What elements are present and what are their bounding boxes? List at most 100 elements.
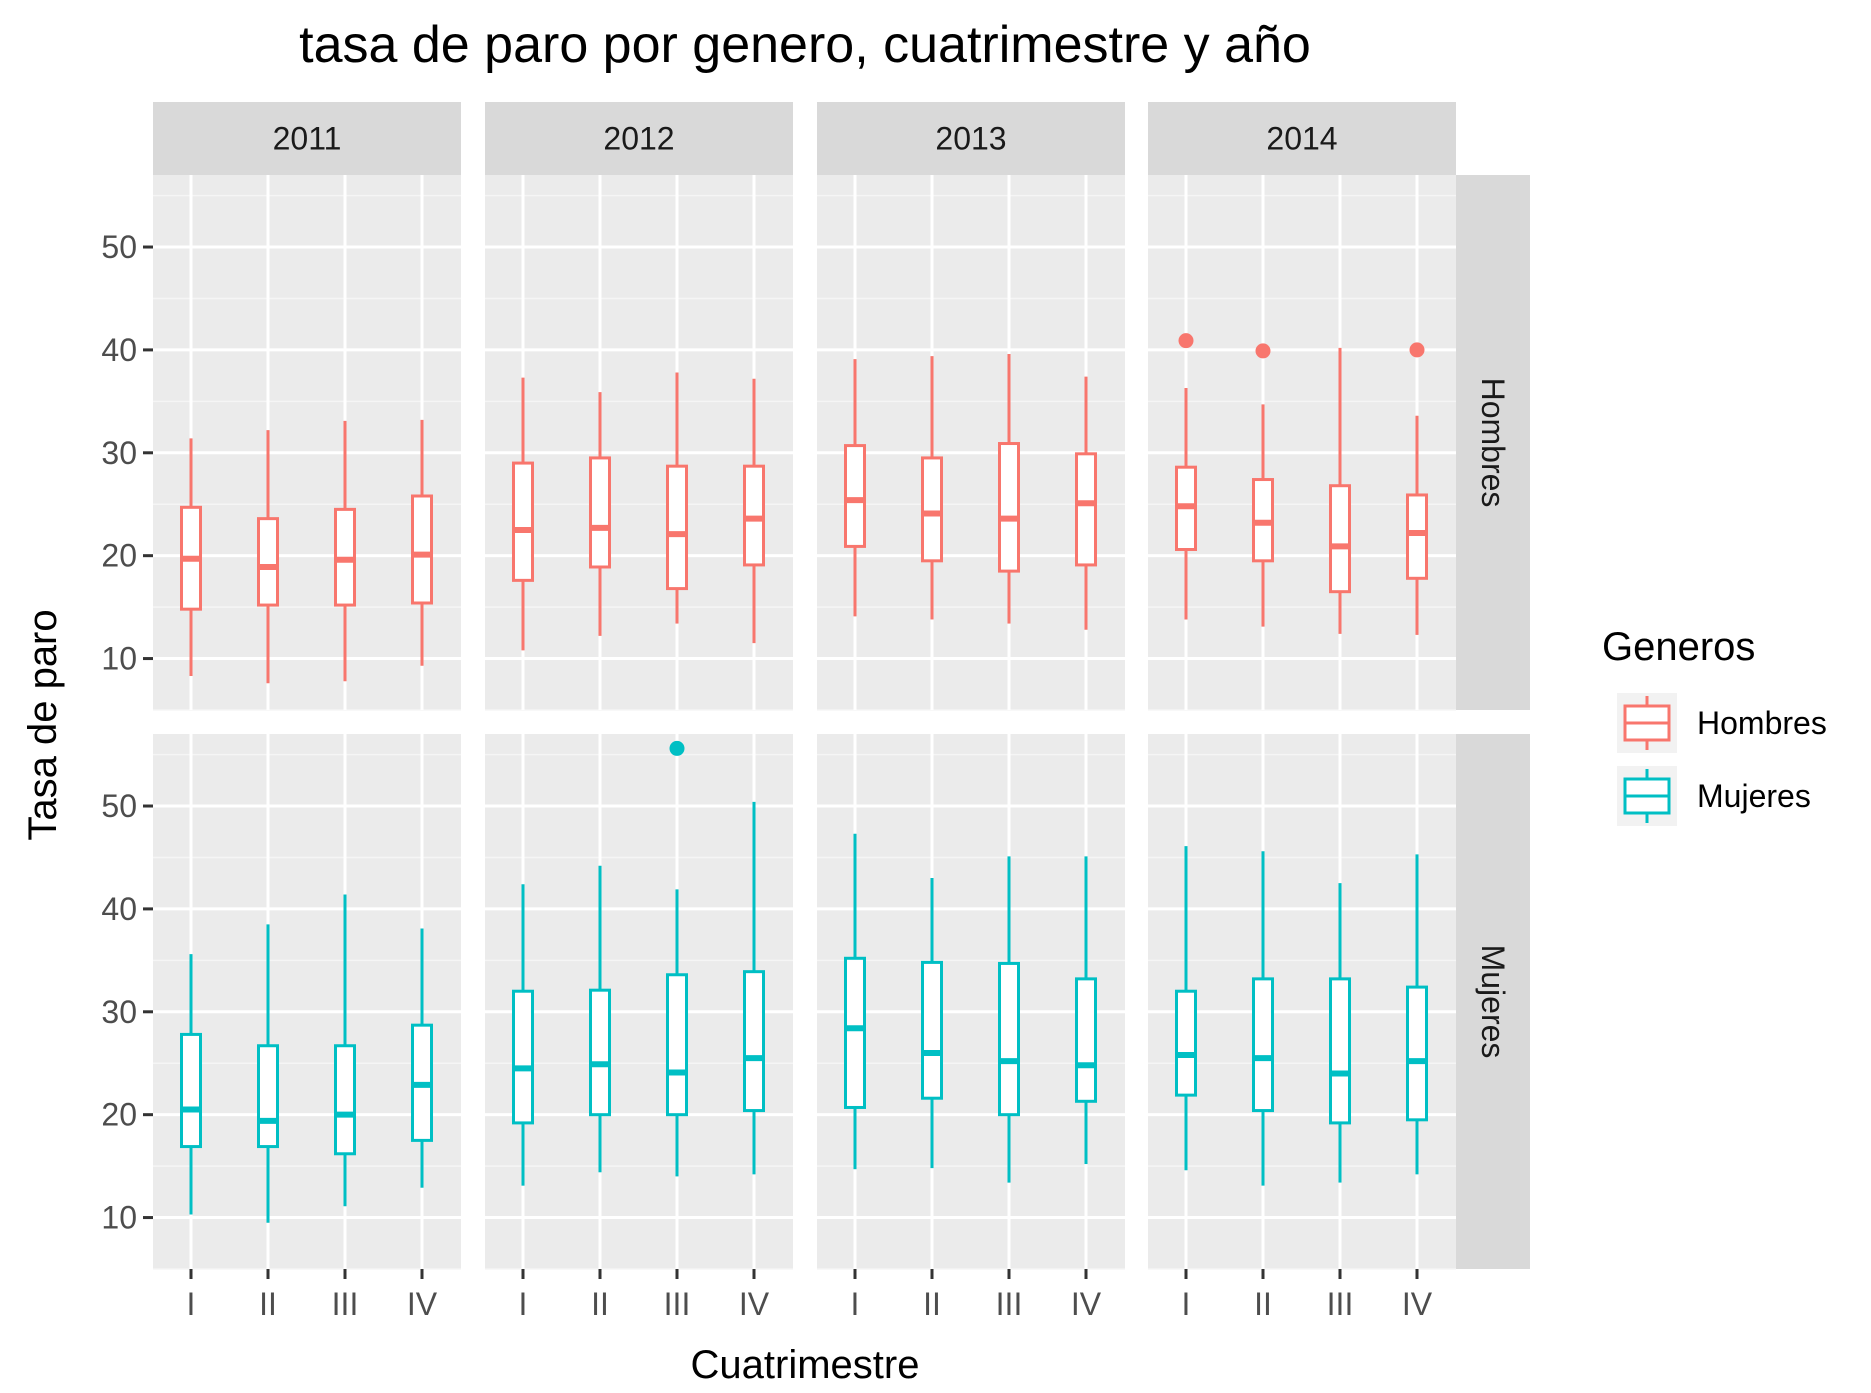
- box-iqr: [921, 456, 943, 563]
- panel-hombres-2014: [1148, 175, 1456, 711]
- boxes-hombres-2012: [512, 372, 765, 651]
- x-tick-label: I: [851, 1286, 860, 1322]
- boxplot-hombres-2014-I: [1175, 333, 1197, 620]
- box-iqr: [1406, 493, 1428, 580]
- box-iqr: [998, 442, 1020, 573]
- box-iqr: [512, 989, 534, 1125]
- x-tick-label: III: [664, 1286, 691, 1322]
- facet-strip-hombres: [1456, 175, 1530, 710]
- boxplot-mujeres-2013-III: [998, 856, 1020, 1183]
- panel-hombres-2012: [485, 175, 793, 711]
- box-iqr: [1075, 977, 1097, 1103]
- boxplot-mujeres-2012-IV: [743, 801, 765, 1175]
- box-iqr: [512, 461, 534, 582]
- boxplot-mujeres-2011-III: [334, 894, 356, 1207]
- x-tick-label: IV: [1071, 1286, 1102, 1322]
- boxplot-mujeres-2011-II: [257, 924, 279, 1223]
- box-iqr: [411, 494, 433, 605]
- boxplot-hombres-2012-III: [666, 372, 688, 624]
- y-tick-label: 40: [101, 332, 137, 368]
- x-tick-label: IV: [407, 1286, 438, 1322]
- facet-strip-mujeres: [1456, 734, 1530, 1269]
- box-iqr: [1175, 989, 1197, 1097]
- boxplot-mujeres-2012-II: [589, 865, 611, 1173]
- box-iqr: [1406, 985, 1428, 1122]
- boxplot-mujeres-2012-I: [512, 884, 534, 1186]
- box-iqr: [844, 956, 866, 1109]
- outlier-point: [1409, 342, 1425, 358]
- legend-key-hombres: [1617, 693, 1677, 753]
- panel-mujeres-2011: [153, 734, 461, 1270]
- box-iqr: [257, 517, 279, 607]
- boxes-mujeres-2014: [1175, 846, 1428, 1186]
- box-iqr: [921, 960, 943, 1100]
- panel-background: [153, 734, 461, 1269]
- box-iqr: [666, 973, 688, 1117]
- x-tick-label: I: [1182, 1286, 1191, 1322]
- legend-label-mujeres: Mujeres: [1697, 778, 1811, 814]
- panel-background: [485, 175, 793, 710]
- boxplot-mujeres-2011-IV: [411, 928, 433, 1188]
- outlier-point: [1255, 343, 1271, 359]
- x-tick-label: III: [996, 1286, 1023, 1322]
- y-tick-label: 50: [101, 229, 137, 265]
- y-tick-label: 30: [101, 994, 137, 1030]
- boxplot-hombres-2014-II: [1252, 343, 1274, 627]
- box-iqr: [743, 464, 765, 567]
- boxplot-hombres-2011-II: [257, 430, 279, 684]
- boxplot-hombres-2012-I: [512, 377, 534, 651]
- boxplot-hombres-2014-IV: [1406, 342, 1428, 635]
- panel-background: [153, 175, 461, 710]
- x-tick-label: I: [519, 1286, 528, 1322]
- legend-title: Generos: [1602, 625, 1755, 669]
- x-tick-label: II: [923, 1286, 941, 1322]
- box-iqr: [589, 456, 611, 569]
- y-tick-label: 20: [101, 1097, 137, 1133]
- box-iqr: [1329, 484, 1351, 594]
- boxplot-hombres-2013-III: [998, 354, 1020, 624]
- x-tick-label: IV: [739, 1286, 770, 1322]
- y-tick-label: 20: [101, 538, 137, 574]
- box-iqr: [844, 444, 866, 548]
- facet-strip-2013: [817, 102, 1125, 175]
- x-tick-label: III: [1327, 1286, 1354, 1322]
- x-tick-label: IV: [1402, 1286, 1433, 1322]
- facet-label-2014: 2014: [1266, 121, 1337, 157]
- boxplot-mujeres-2013-II: [921, 878, 943, 1169]
- boxplot-hombres-2011-IV: [411, 419, 433, 666]
- panel-background: [817, 175, 1125, 710]
- boxes-mujeres-2013: [844, 833, 1097, 1183]
- boxes-mujeres-2011: [180, 894, 433, 1223]
- boxes-hombres-2013: [844, 354, 1097, 630]
- boxplot-hombres-2012-II: [589, 392, 611, 636]
- x-tick-label: I: [187, 1286, 196, 1322]
- boxplot-mujeres-2014-I: [1175, 846, 1197, 1171]
- panel-mujeres-2014: [1148, 734, 1456, 1270]
- x-tick-label: II: [259, 1286, 277, 1322]
- box-iqr: [180, 1032, 202, 1149]
- boxplot-hombres-2013-II: [921, 356, 943, 620]
- boxplot-mujeres-2013-IV: [1075, 856, 1097, 1165]
- boxplot-mujeres-2014-IV: [1406, 854, 1428, 1175]
- boxplot-hombres-2012-IV: [743, 378, 765, 644]
- outlier-point: [669, 740, 685, 756]
- boxplot-hombres-2014-III: [1329, 347, 1351, 634]
- y-tick-label: 30: [101, 435, 137, 471]
- y-tick-label: 40: [101, 891, 137, 927]
- box-iqr: [334, 1044, 356, 1156]
- box-iqr: [743, 970, 765, 1113]
- x-axis-title: Cuatrimestre: [691, 1343, 920, 1387]
- box-iqr: [589, 988, 611, 1117]
- facet-label-2011: 2011: [273, 121, 342, 157]
- boxplot-mujeres-2014-II: [1252, 851, 1274, 1186]
- boxplot-mujeres-2013-I: [844, 833, 866, 1170]
- outlier-point: [1178, 333, 1194, 349]
- box-iqr: [666, 464, 688, 591]
- legend-key-mujeres: [1617, 766, 1677, 826]
- facet-strip-2011: [153, 102, 461, 175]
- boxplot-mujeres-2011-I: [180, 954, 202, 1215]
- panel-hombres-2013: [817, 175, 1125, 711]
- panel-background: [1148, 734, 1456, 1269]
- box-iqr: [1329, 977, 1351, 1125]
